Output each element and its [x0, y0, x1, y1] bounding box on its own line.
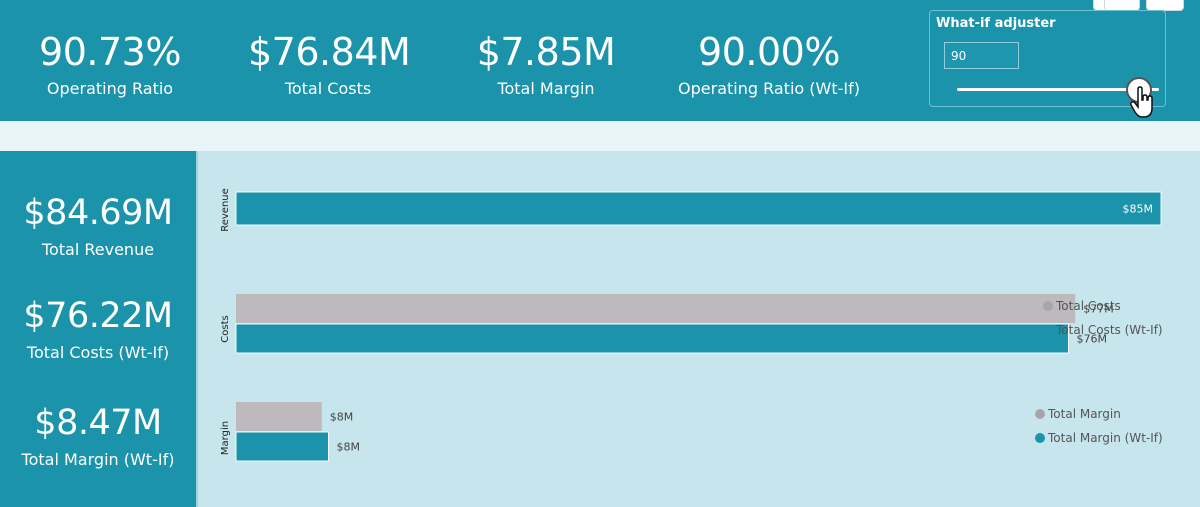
data-label: $77M — [1083, 303, 1114, 316]
legend-item: Total Margin — [1047, 407, 1121, 421]
bar-total-costs-wt-if- — [235, 323, 1069, 354]
data-label: $8M — [337, 441, 361, 454]
legend-marker — [1043, 301, 1053, 311]
bar-revenue — [235, 191, 1162, 226]
spacer-strip — [0, 121, 1200, 151]
whatif-slicer: What-if adjuster — [929, 10, 1166, 118]
legend-item: Total Margin (Wt-If) — [1047, 431, 1163, 445]
kpi-label: Total Margin (Wt-If) — [21, 450, 175, 469]
kpi-operating-ratio-whatif: 90.00% Operating Ratio (Wt-If) — [674, 30, 864, 100]
legend-item: Total Costs — [1055, 299, 1121, 313]
category-label-costs: Costs — [220, 315, 231, 342]
kpi-total-costs: $76.84M Total Costs — [248, 30, 411, 100]
kpi-value: $76.22M — [23, 296, 173, 336]
kpi-label: Total Revenue — [41, 240, 155, 259]
legend-marker — [1043, 325, 1053, 335]
panel-divider — [196, 151, 198, 507]
legend-marker — [1035, 409, 1045, 419]
hand-cursor-icon — [1129, 86, 1153, 118]
whatif-slider-track[interactable] — [957, 88, 1159, 91]
kpi-operating-ratio: 90.73% Operating Ratio — [30, 30, 190, 100]
kpi-total-margin-whatif: $8.47M Total Margin (Wt-If) — [0, 401, 196, 471]
kpi-label: Total Margin — [497, 79, 595, 98]
legend-item: Total Costs (Wt-If) — [1055, 323, 1163, 337]
category-label-margin: Margin — [220, 421, 231, 455]
bar-total-costs — [236, 294, 1076, 323]
kpi-total-costs-whatif: $76.22M Total Costs (Wt-If) — [0, 294, 196, 364]
comparison-bar-chart: Revenue $85M Costs $77M $76M Total Costs Total… — [220, 188, 1163, 462]
kpi-label: Operating Ratio — [46, 79, 174, 98]
data-label: $76M — [1076, 333, 1107, 346]
kpi-total-revenue: $84.69M Total Revenue — [0, 191, 196, 261]
whatif-title: What-if adjuster — [936, 16, 1056, 31]
kpi-value: $84.69M — [23, 193, 173, 233]
bar-total-margin — [236, 402, 322, 431]
kpi-header: 90.73% Operating Ratio $76.84M Total Cos… — [0, 0, 1200, 121]
legend-marker — [1035, 433, 1045, 443]
kpi-label: Total Costs — [284, 79, 372, 98]
bar-total-margin-wt-if- — [235, 431, 330, 462]
kpi-label: Total Costs (Wt-If) — [26, 343, 170, 362]
category-label-revenue: Revenue — [220, 188, 231, 232]
kpi-label: Operating Ratio (Wt-If) — [678, 79, 860, 98]
kpi-total-margin: $7.85M Total Margin — [466, 30, 626, 100]
data-label: $8M — [330, 411, 354, 424]
kpi-value: $76.84M — [248, 30, 411, 74]
kpi-value: $8.47M — [34, 403, 162, 443]
whatif-value-input[interactable] — [944, 42, 1019, 69]
kpi-value: $7.85M — [476, 30, 616, 74]
summary-panel: $84.69M Total Revenue $76.22M Total Cost… — [0, 151, 196, 507]
kpi-value: 90.73% — [39, 30, 181, 74]
kpi-value: 90.00% — [698, 30, 840, 74]
data-label: $85M — [1123, 203, 1154, 216]
